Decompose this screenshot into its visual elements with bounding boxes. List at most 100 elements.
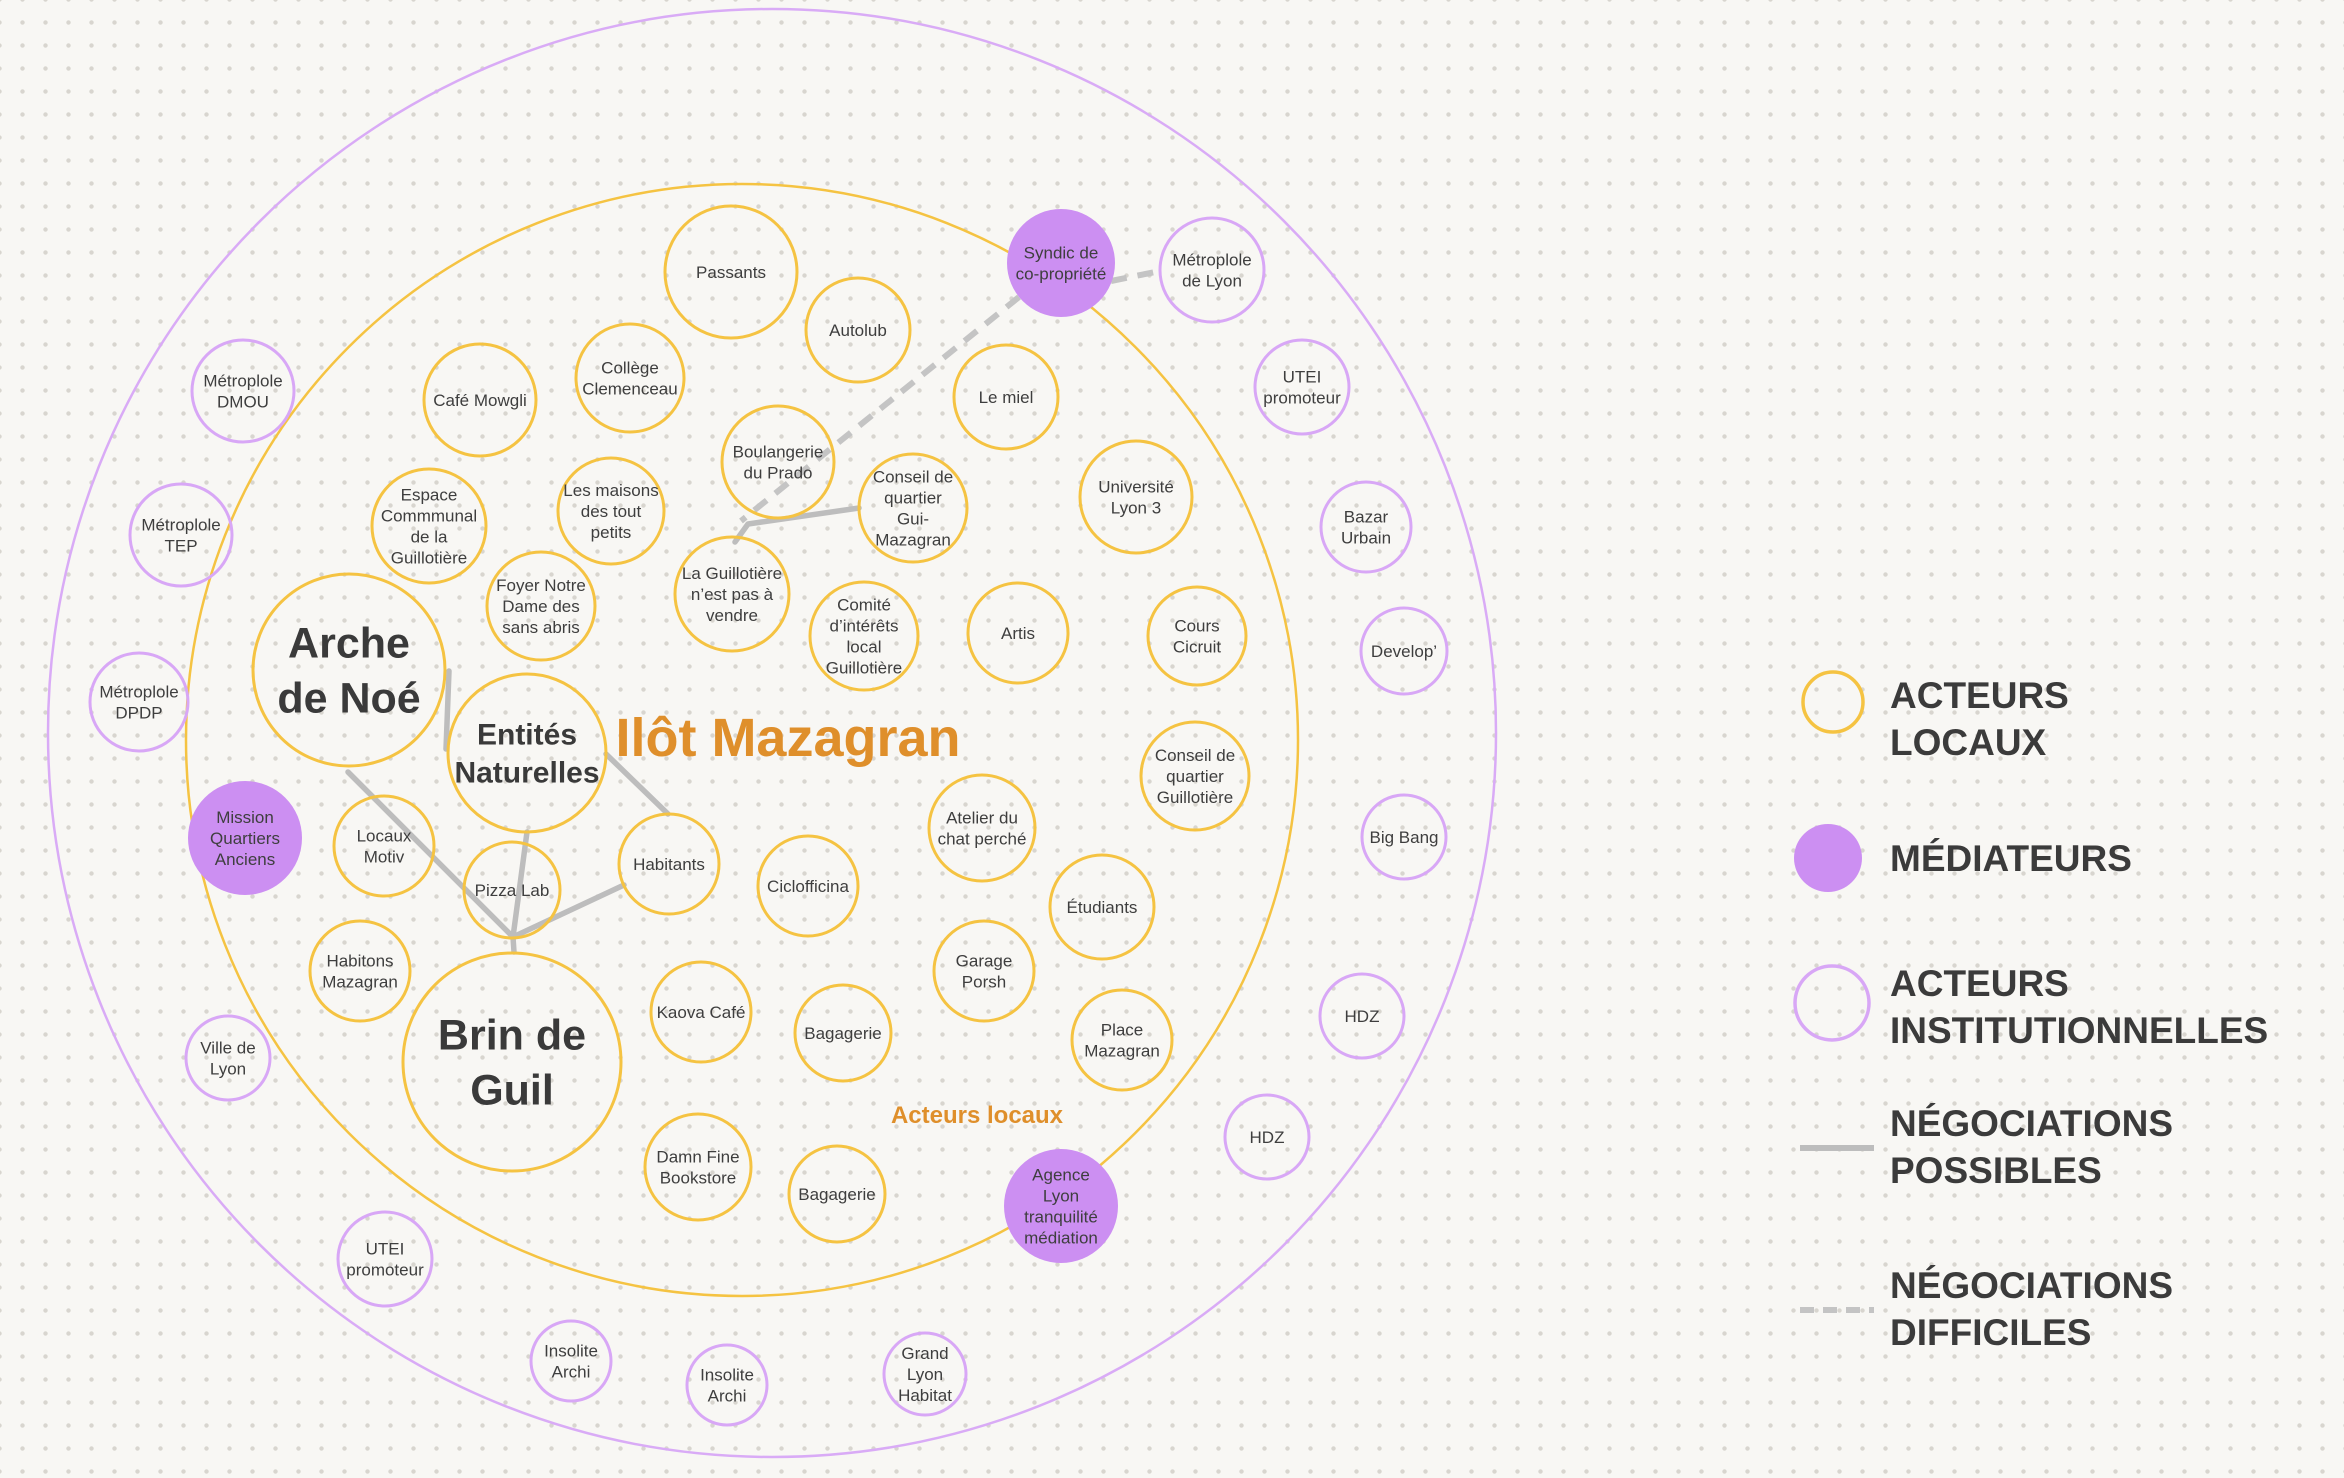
- node-label: Insolite Archi: [700, 1366, 754, 1406]
- local-actor-circle: [401, 951, 623, 1173]
- node-syndic-de-co-propriete[interactable]: Syndic de co-propriété: [1007, 209, 1115, 317]
- node-le-miel[interactable]: Le miel: [952, 343, 1060, 451]
- legend-mediator-label: MÉDIATEURS: [1890, 838, 2132, 879]
- node-label: Kaova Café: [657, 1003, 746, 1022]
- local-actor-circle: [952, 343, 1060, 451]
- node-conseil-quartier-gui-mazagran[interactable]: Conseil de quartier Gui-Mazagran: [857, 452, 969, 564]
- node-bagagerie-2[interactable]: Bagagerie: [787, 1144, 887, 1244]
- node-college-clemenceau[interactable]: Collège Clemenceau: [574, 322, 686, 434]
- node-label: Garage Porsh: [956, 952, 1013, 992]
- node-ciclofficina[interactable]: Ciclofficina: [756, 834, 860, 938]
- institutional-actor-circle: [1223, 1093, 1311, 1181]
- local-actor-circle: [673, 535, 791, 653]
- node-label: Atelier du chat perché: [938, 809, 1027, 849]
- institutional-actor-circle: [190, 338, 296, 444]
- node-atelier-du-chat-perche[interactable]: Atelier du chat perché: [927, 773, 1037, 883]
- local-actor-circle: [332, 794, 436, 898]
- negotiation-possible-line[interactable]: [510, 829, 530, 940]
- node-etudiants[interactable]: Étudiants: [1048, 853, 1156, 961]
- node-utei-promoteur-bas[interactable]: UTEI promoteur: [336, 1210, 434, 1308]
- local-actor-circle: [720, 404, 836, 520]
- node-label: Syndic de co-propriété: [1016, 243, 1107, 283]
- node-hdz-bas[interactable]: HDZ: [1223, 1093, 1311, 1181]
- local-actor-circle: [617, 812, 721, 916]
- local-actor-circle: [422, 342, 538, 458]
- node-kaova-cafe[interactable]: Kaova Café: [649, 960, 753, 1064]
- node-ville-de-lyon[interactable]: Ville de Lyon: [184, 1014, 272, 1102]
- node-garage-porsh[interactable]: Garage Porsh: [932, 919, 1036, 1023]
- node-label: Locaux Motiv: [357, 827, 412, 867]
- negotiation-possible-line[interactable]: [510, 934, 517, 955]
- node-label: HDZ: [1250, 1128, 1285, 1147]
- node-bagagerie-1[interactable]: Bagagerie: [793, 983, 893, 1083]
- institutional-actor-circle: [1360, 793, 1448, 881]
- node-label: Espace Commmunal de la Guillotière: [381, 485, 477, 567]
- negotiation-difficile-line[interactable]: [1110, 268, 1161, 284]
- institutional-actors-boundary-circle[interactable]: [46, 7, 1498, 1459]
- node-metroplole-dpdp[interactable]: Métroplole DPDP: [88, 651, 190, 753]
- node-bazar-urbain[interactable]: Bazar Urbain: [1319, 480, 1413, 574]
- node-label: Boulangerie du Prado: [733, 442, 824, 482]
- node-habitants[interactable]: Habitants: [617, 812, 721, 916]
- negotiation-possible-line[interactable]: [510, 882, 627, 940]
- institutional-actor-circle: [128, 482, 234, 588]
- negotiation-possible-line[interactable]: [443, 668, 452, 752]
- node-mission-quartiers-anciens[interactable]: Mission Quartiers Anciens: [188, 781, 302, 895]
- node-label: Damn Fine Bookstore: [656, 1148, 739, 1188]
- node-brin-de-guil[interactable]: Brin de Guil: [401, 951, 623, 1173]
- node-metroplole-dmou[interactable]: Métroplole DMOU: [190, 338, 296, 444]
- node-metroplole-tep[interactable]: Métroplole TEP: [128, 482, 234, 588]
- node-boulangerie-du-prado[interactable]: Boulangerie du Prado: [720, 404, 836, 520]
- node-label: Étudiants: [1067, 898, 1138, 917]
- local-actor-circle: [793, 983, 893, 1083]
- node-comite-interets-local-guillotiere[interactable]: Comité d’intérêts local Guillotière: [808, 580, 920, 692]
- local-actors-boundary-circle[interactable]: [184, 182, 1300, 1298]
- local-actor-circle: [251, 572, 447, 768]
- node-pizza-lab[interactable]: Pizza Lab: [462, 840, 562, 940]
- institutional-actor-circle: [184, 1014, 272, 1102]
- node-label: Collège Clemenceau: [582, 358, 677, 398]
- mediator-actor-circle: [1004, 1149, 1118, 1263]
- negotiation-possible-line[interactable]: [603, 751, 671, 817]
- node-cours-cicruit[interactable]: Cours Cicruit: [1146, 585, 1248, 687]
- institutional-actor-circle: [1158, 216, 1266, 324]
- node-place-mazagran[interactable]: Place Mazagran: [1070, 988, 1174, 1092]
- node-habitons-mazagran[interactable]: Habitons Mazagran: [308, 919, 412, 1023]
- node-espace-commmunal-guillotiere[interactable]: Espace Commmunal de la Guillotière: [370, 467, 488, 585]
- node-damn-fine-bookstore[interactable]: Damn Fine Bookstore: [643, 1112, 753, 1222]
- local-actor-circle: [643, 1112, 753, 1222]
- node-hdz-haut[interactable]: HDZ: [1318, 972, 1406, 1060]
- node-label: HDZ: [1345, 1007, 1380, 1026]
- local-actor-circle: [1146, 585, 1248, 687]
- node-conseil-quartier-guillotiere[interactable]: Conseil de quartier Guillotière: [1139, 720, 1251, 832]
- node-cafe-mowgli[interactable]: Café Mowgli: [422, 342, 538, 458]
- negotiation-possible-line[interactable]: [345, 769, 516, 940]
- node-utei-promoteur-haut[interactable]: UTEI promoteur: [1253, 338, 1351, 436]
- node-metroplole-de-lyon[interactable]: Métroplole de Lyon: [1158, 216, 1266, 324]
- node-universite-lyon-3[interactable]: Université Lyon 3: [1078, 439, 1194, 555]
- node-label: Métroplole de Lyon: [1172, 250, 1251, 290]
- node-passants[interactable]: Passants: [663, 204, 799, 340]
- legend-possible-label-line1: NÉGOCIATIONS: [1890, 1103, 2173, 1144]
- institutional-actor-circle: [1359, 606, 1449, 696]
- node-develop[interactable]: Develop’: [1359, 606, 1449, 696]
- node-entites-naturelles[interactable]: Entités Naturelles: [446, 672, 608, 834]
- node-autolub[interactable]: Autolub: [804, 276, 912, 384]
- node-la-guillotiere-nest-pas-a-vendre[interactable]: La Guillotière n’est pas à vendre: [673, 535, 791, 653]
- node-label: Conseil de quartier Guillotière: [1155, 746, 1235, 807]
- node-label: Bazar Urbain: [1341, 508, 1391, 548]
- node-arche-de-noe[interactable]: Arche de Noé: [251, 572, 447, 768]
- node-artis[interactable]: Artis: [966, 581, 1070, 685]
- local-actor-circle: [663, 204, 799, 340]
- negotiation-difficile-line[interactable]: [739, 294, 1021, 524]
- node-agence-lyon-tranquilite-mediation[interactable]: Agence Lyon tranquilité médiation: [1004, 1149, 1118, 1263]
- local-actor-circle: [857, 452, 969, 564]
- node-grand-lyon-habitat[interactable]: Grand Lyon Habitat: [882, 1331, 968, 1417]
- node-label: Les maisons des tout petits: [563, 481, 658, 542]
- node-insolite-archi-1[interactable]: Insolite Archi: [529, 1319, 613, 1403]
- node-big-bang[interactable]: Big Bang: [1360, 793, 1448, 881]
- node-maisons-des-tout-petits[interactable]: Les maisons des tout petits: [556, 456, 666, 566]
- node-foyer-notre-dame-sans-abris[interactable]: Foyer Notre Dame des sans abris: [485, 550, 597, 662]
- node-insolite-archi-2[interactable]: Insolite Archi: [685, 1343, 769, 1427]
- node-locaux-motiv[interactable]: Locaux Motiv: [332, 794, 436, 898]
